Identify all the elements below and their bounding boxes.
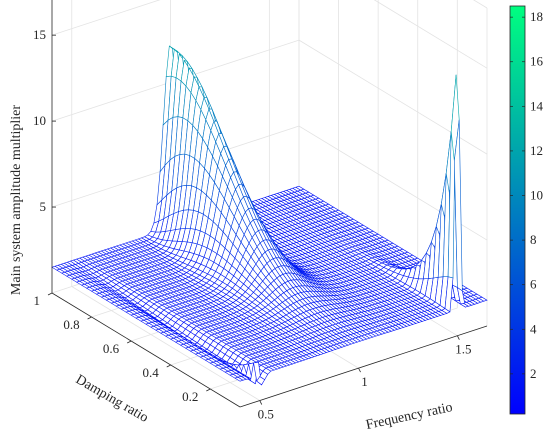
colorbar-tick-label-7: 16 bbox=[530, 54, 544, 69]
z-tick-label-1: 10 bbox=[33, 113, 46, 128]
x-axis-line bbox=[239, 325, 488, 408]
y-tick-mark-4 bbox=[47, 292, 53, 296]
mesh-cell-3039 bbox=[478, 296, 488, 302]
axes-lines bbox=[51, 0, 488, 408]
colorbar-tick-label-4: 10 bbox=[530, 188, 543, 203]
y-tick-label-2: 0.6 bbox=[103, 341, 120, 356]
colorbar bbox=[509, 5, 526, 415]
colorbar-tick-label-5: 12 bbox=[530, 143, 543, 158]
z-tick-label-0: 5 bbox=[40, 199, 47, 214]
colorbar-tick-label-1: 4 bbox=[530, 321, 537, 336]
surface-mesh bbox=[51, 45, 488, 386]
x-tick-mark-2 bbox=[457, 335, 460, 340]
z-axis-label: Main system amplitude multiplier bbox=[9, 105, 24, 295]
y-tick-mark-1 bbox=[166, 364, 171, 368]
grid-line-24 bbox=[473, 0, 488, 9]
x-tick-label-0: 0.5 bbox=[258, 407, 274, 422]
y-tick-label-1: 0.4 bbox=[142, 365, 159, 380]
y-tick-mark-2 bbox=[126, 340, 132, 344]
grid-line-21 bbox=[373, 0, 488, 69]
grid-line-20 bbox=[51, 0, 161, 36]
x-tick-mark-1 bbox=[358, 367, 361, 373]
y-tick-label-3: 0.8 bbox=[63, 317, 79, 332]
grid-line-1 bbox=[71, 286, 260, 401]
y-axis-line bbox=[51, 292, 241, 408]
x-tick-label-1: 1 bbox=[361, 374, 368, 389]
colorbar-tick-label-8: 18 bbox=[530, 9, 543, 24]
y-tick-mark-3 bbox=[87, 316, 92, 320]
x-axis-label: Frequency ratio bbox=[365, 400, 454, 433]
y-tick-label-0: 0.2 bbox=[182, 389, 198, 404]
colorbar-tick-label-0: 2 bbox=[530, 366, 537, 381]
y-tick-label-4: 1 bbox=[34, 293, 41, 308]
y-tick-mark-0 bbox=[206, 388, 211, 392]
y-axis-label: Damping ratio bbox=[73, 372, 151, 426]
x-tick-mark-0 bbox=[259, 400, 263, 405]
colorbar-tick-label-6: 14 bbox=[530, 98, 544, 113]
colorbar-tick-label-2: 6 bbox=[530, 277, 537, 292]
colorbar-tick-label-3: 8 bbox=[530, 232, 537, 247]
z-tick-label-2: 15 bbox=[33, 27, 46, 42]
colorbar-ticks: 2 4 6 8 10 12 14 16 18 bbox=[510, 9, 544, 381]
x-tick-label-2: 1.5 bbox=[455, 342, 471, 357]
